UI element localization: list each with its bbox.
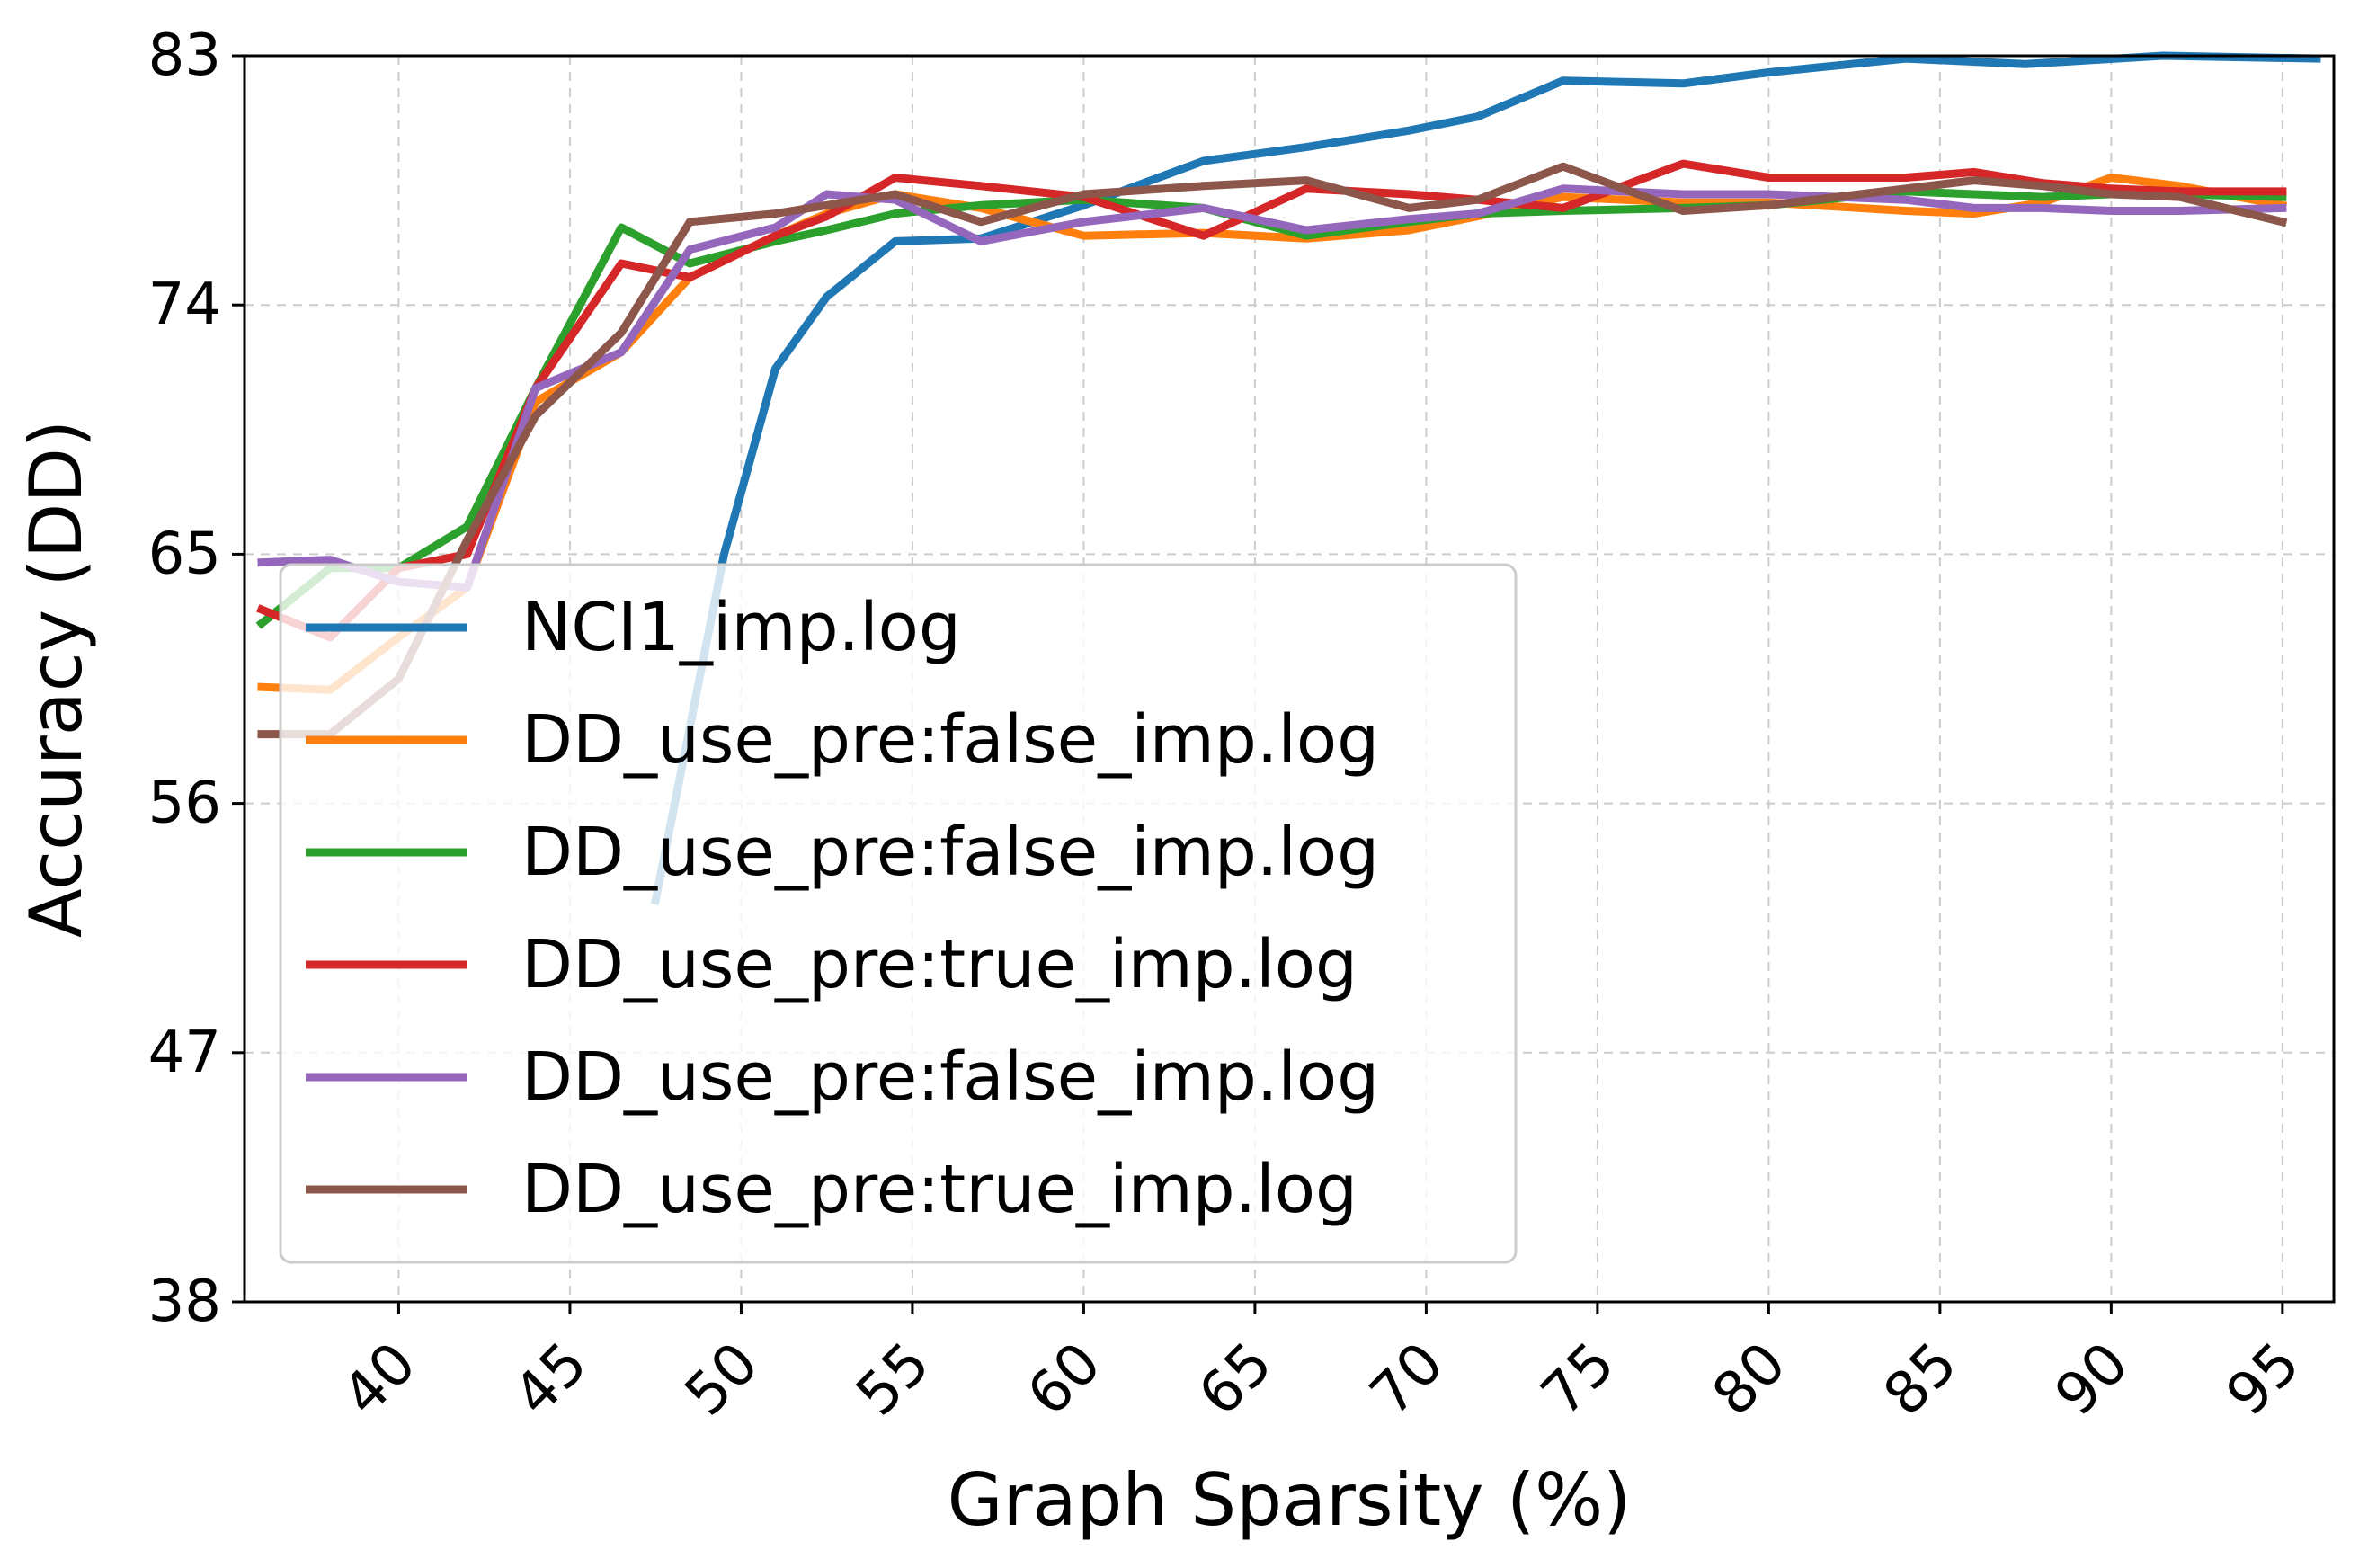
x-axis-label: Graph Sparsity (%)	[948, 1458, 1632, 1542]
y-tick-label: 38	[148, 1269, 221, 1335]
y-tick-label: 74	[148, 272, 221, 338]
legend-label: NCI1_imp.log	[521, 589, 961, 666]
y-tick-label: 47	[148, 1020, 221, 1086]
legend-label: DD_use_pre:false_imp.log	[521, 814, 1379, 891]
y-tick-label: 65	[148, 521, 221, 587]
series-line-5	[257, 184, 2287, 592]
legend: NCI1_imp.log DD_use_pre:false_imp.log DD_u…	[279, 563, 1518, 1264]
legend-label: DD_use_pre:false_imp.log	[521, 1038, 1379, 1116]
legend-label: DD_use_pre:true_imp.log	[521, 1151, 1358, 1228]
series-line-6	[257, 162, 2288, 739]
y-axis-label: Accuracy (DD)	[14, 420, 98, 938]
y-tick-label: 83	[148, 22, 221, 89]
legend-box	[279, 563, 1518, 1264]
y-tick-label: 56	[148, 771, 221, 837]
legend-label: DD_use_pre:false_imp.log	[521, 701, 1379, 779]
series-line-1	[650, 51, 2321, 905]
plot-frame	[243, 54, 2336, 1304]
y-axis-ticks: 38 47 56 65 74 83	[148, 22, 245, 1335]
legend-label: DD_use_pre:true_imp.log	[521, 926, 1358, 1003]
series-layer	[255, 51, 2321, 905]
